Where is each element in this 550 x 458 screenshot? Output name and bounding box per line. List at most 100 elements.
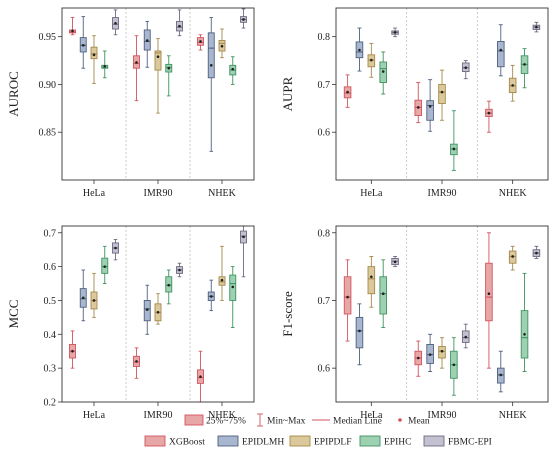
mean-point — [452, 363, 456, 367]
legend-label-epihc: EPIHC — [384, 438, 411, 448]
mean-point — [511, 84, 514, 87]
mean-point — [428, 353, 432, 356]
y-tick-label: 0.6 — [318, 128, 331, 139]
legend: 25%~75% Min~Max Median Line Mean XGBoost EPID… — [144, 413, 492, 448]
mean-point — [156, 311, 160, 314]
box-epihc — [450, 337, 458, 396]
box-fbmc-epi — [391, 256, 399, 268]
box-fbmc-epi — [391, 27, 399, 38]
x-tick-label: HeLa — [360, 410, 383, 421]
box-xgboost — [69, 330, 76, 369]
plot-frame — [61, 225, 255, 403]
y-tick-label: 0.2 — [44, 398, 57, 409]
plot-frame — [61, 7, 255, 181]
legend-median-label: Median Line — [333, 417, 382, 427]
mean-point — [523, 333, 526, 336]
box-epipdlf — [367, 256, 376, 308]
mean-point — [370, 275, 373, 279]
box-fbmc-epi — [461, 60, 470, 80]
mean-point — [114, 21, 117, 25]
mean-point — [231, 67, 235, 71]
iqr-box — [497, 40, 505, 68]
mean-point — [71, 29, 74, 33]
mean-point — [156, 55, 160, 59]
y-tick-label: 0.90 — [39, 80, 57, 91]
y-tick-label: 0.7 — [318, 296, 331, 307]
box-xgboost — [197, 34, 204, 51]
x-tick-label: IMR90 — [144, 410, 173, 421]
mean-point — [499, 373, 503, 377]
box-xgboost — [133, 35, 140, 102]
mean-point — [428, 105, 432, 108]
box-epihc — [165, 269, 173, 305]
box-epipdlf — [154, 293, 162, 325]
legend-label-epidlmh: EPIDLMH — [242, 438, 284, 448]
mean-point — [523, 63, 526, 66]
mean-point — [381, 292, 385, 295]
legend-swatch-epipdlf — [289, 435, 311, 447]
chart-panel-f1-score: 0.6 0.7 0.8 F1-score HeLa IMR90 NHEK — [280, 225, 549, 421]
mean-point — [381, 70, 385, 73]
mean-point — [358, 329, 361, 333]
mean-point — [167, 283, 171, 287]
mean-point — [487, 111, 491, 115]
y-axis-label: AUPR — [280, 76, 295, 111]
legend-swatch-fbmc-epi — [423, 435, 445, 447]
box-epihc — [520, 48, 529, 89]
y-tick-label: 0.8 — [318, 228, 331, 239]
mean-point — [209, 295, 213, 298]
y-axis-label: F1-score — [280, 291, 295, 337]
x-tick-label: IMR90 — [428, 188, 457, 199]
box-epidlmh — [355, 303, 364, 366]
box-epidlmh — [79, 16, 87, 69]
y-tick-label: 0.4 — [44, 330, 57, 341]
x-tick-label: HeLa — [83, 188, 106, 199]
box-xgboost — [343, 259, 352, 342]
x-tick-label: IMR90 — [144, 188, 173, 199]
box-fbmc-epi — [112, 9, 119, 36]
box-epihc — [101, 50, 109, 79]
box-epidlmh — [207, 279, 215, 312]
box-epidlmh — [497, 24, 505, 77]
mean-point — [358, 48, 361, 52]
mean-point — [220, 44, 224, 48]
box-fbmc-epi — [112, 239, 119, 261]
mean-point — [92, 53, 96, 57]
mean-point — [71, 349, 74, 353]
mean-point — [103, 64, 107, 68]
box-epidlmh — [497, 350, 505, 393]
legend-label-xgboost: XGBoost — [169, 438, 205, 448]
box-epihc — [520, 272, 529, 372]
box-epihc — [229, 266, 237, 328]
box-xgboost — [69, 17, 76, 36]
legend-swatch-epihc — [359, 435, 381, 447]
mean-point — [103, 265, 107, 268]
mean-point — [346, 90, 349, 94]
x-tick-label: HeLa — [360, 188, 383, 199]
mean-point — [178, 24, 181, 28]
box-xgboost — [414, 340, 423, 377]
mean-point — [464, 66, 468, 70]
legend-swatch-epidlmh — [217, 435, 239, 447]
iqr-box — [426, 100, 434, 121]
box-epipdlf — [438, 337, 446, 369]
box-epipdlf — [367, 42, 376, 78]
y-tick-label: 0.7 — [44, 228, 57, 239]
mean-point — [346, 295, 349, 299]
y-tick-label: 0.5 — [44, 296, 57, 307]
box-epihc — [379, 51, 387, 95]
box-epihc — [450, 110, 458, 171]
mean-point — [199, 375, 202, 378]
mean-point — [499, 48, 503, 52]
mean-point — [209, 64, 213, 67]
box-fbmc-epi — [176, 9, 183, 37]
mean-point — [487, 292, 491, 295]
box-xgboost — [485, 232, 493, 369]
mean-point — [178, 268, 181, 272]
mean-point — [81, 43, 85, 47]
mean-point — [464, 335, 468, 339]
box-epihc — [379, 259, 387, 328]
mean-point — [167, 66, 171, 70]
box-fbmc-epi — [240, 225, 247, 278]
